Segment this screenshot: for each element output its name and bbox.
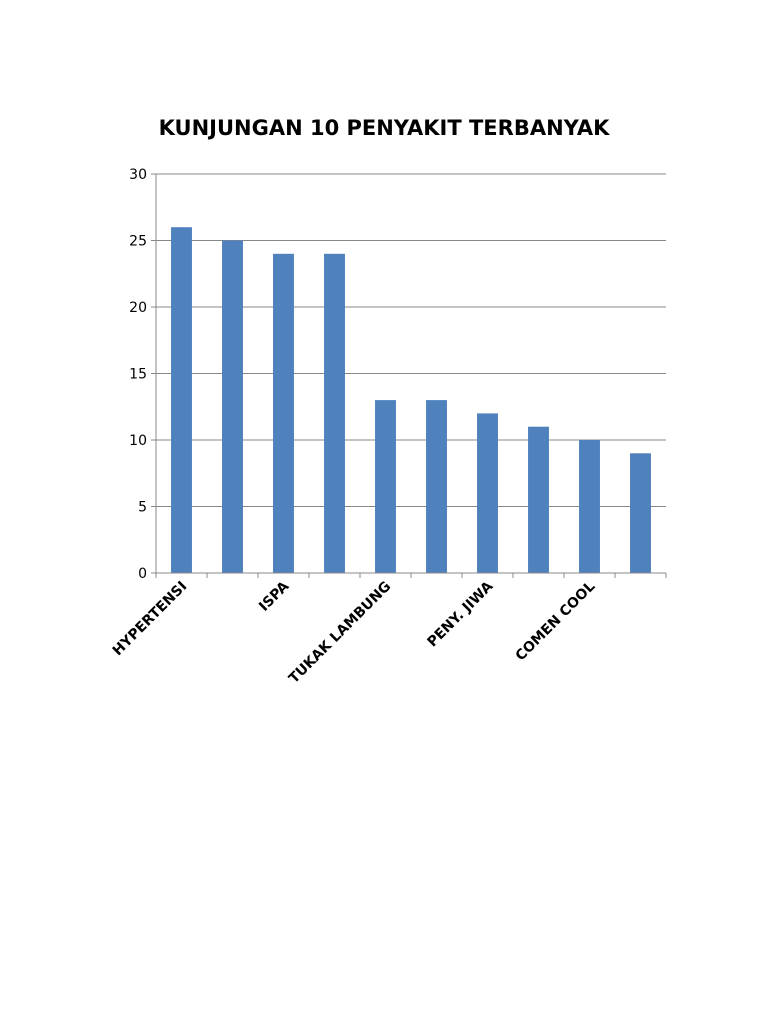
bar (579, 440, 600, 573)
ytick-label: 10 (129, 433, 147, 449)
axes (151, 173, 667, 578)
ytick-label: 20 (129, 300, 147, 316)
ytick-label: 15 (129, 367, 147, 383)
bar (222, 240, 243, 573)
bar (273, 253, 294, 574)
xtick-label: HYPERTENSI (110, 579, 191, 660)
xtick-label: ISPA (256, 578, 292, 614)
bars (171, 227, 651, 574)
ytick-label: 0 (138, 566, 147, 582)
bar (528, 426, 549, 573)
ytick-label: 5 (138, 500, 147, 516)
bar (630, 453, 651, 573)
xtick-label: PENY. JIWA (424, 578, 496, 650)
chart-title: KUNJUNGAN 10 PENYAKIT TERBANYAK (158, 116, 610, 140)
ytick-label: 25 (129, 234, 147, 250)
xtick-label: TUKAK LAMBUNG (286, 579, 394, 687)
bar (426, 400, 447, 573)
xtick-label: COMEN COOL (513, 578, 599, 664)
bar (477, 413, 498, 573)
bar (375, 400, 396, 573)
bar (324, 253, 345, 574)
bar (171, 227, 192, 573)
ytick-label: 30 (129, 167, 147, 183)
